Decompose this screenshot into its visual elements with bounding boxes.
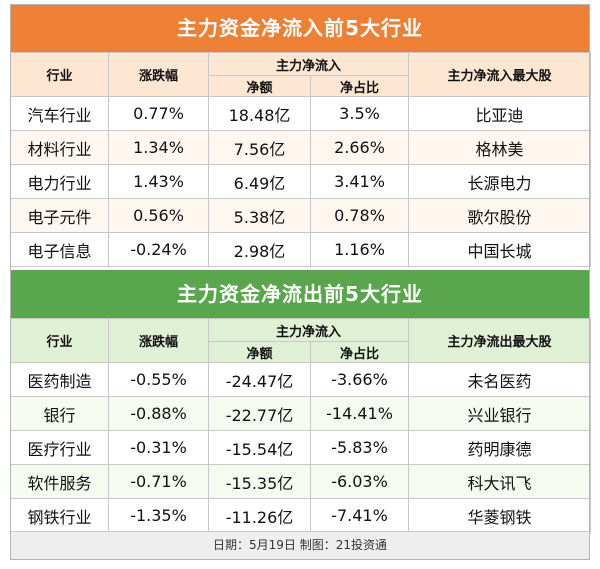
change-cell: -1.35%: [108, 498, 209, 533]
header-net-amount: 净额: [208, 75, 311, 97]
net-amount-cell: -24.47亿: [208, 362, 311, 397]
change-cell: 1.34%: [108, 130, 209, 165]
top-stock-cell: 科大讯飞: [408, 464, 592, 499]
header-top-stock: 主力净流出最大股: [408, 318, 592, 363]
change-cell: -0.31%: [108, 430, 209, 465]
net-amount-cell: 6.49亿: [208, 164, 311, 199]
header-main-net: 主力净流入: [207, 318, 410, 342]
net-ratio-cell: -5.83%: [309, 430, 410, 465]
top-stock-cell: 兴业银行: [408, 396, 592, 431]
net-amount-cell: -15.35亿: [208, 464, 311, 499]
change-cell: -0.88%: [108, 396, 209, 431]
net-amount-cell: -22.77亿: [208, 396, 311, 431]
table-row: 汽车行业 0.77% 18.48亿 3.5% 比亚迪: [10, 96, 592, 131]
net-ratio-cell: 3.41%: [309, 164, 410, 199]
net-ratio-cell: -3.66%: [309, 362, 410, 397]
change-cell: 1.43%: [108, 164, 209, 199]
industry-cell: 钢铁行业: [10, 498, 109, 533]
table-row: 电子信息 -0.24% 2.98亿 1.16% 中国长城: [10, 232, 592, 267]
table-row: 医药制造 -0.55% -24.47亿 -3.66% 未名医药: [10, 362, 592, 397]
net-ratio-cell: -6.03%: [309, 464, 410, 499]
table-row: 银行 -0.88% -22.77亿 -14.41% 兴业银行: [10, 396, 592, 431]
outflow-subheader-row: 净额 净占比: [11, 341, 591, 363]
change-cell: -0.24%: [108, 232, 209, 267]
net-amount-cell: -15.54亿: [208, 430, 311, 465]
header-net-ratio: 净占比: [309, 341, 410, 363]
top-stock-cell: 中国长城: [408, 232, 592, 267]
table-row: 材料行业 1.34% 7.56亿 2.66% 格林美: [10, 130, 592, 165]
table-row: 医疗行业 -0.31% -15.54亿 -5.83% 药明康德: [10, 430, 592, 465]
table-row: 电力行业 1.43% 6.49亿 3.41% 长源电力: [10, 164, 592, 199]
net-ratio-cell: -14.41%: [309, 396, 410, 431]
table-row: 钢铁行业 -1.35% -11.26亿 -7.41% 华菱钢铁: [10, 498, 592, 533]
top-stock-cell: 药明康德: [408, 430, 592, 465]
top-stock-cell: 格林美: [408, 130, 592, 165]
industry-cell: 电力行业: [10, 164, 109, 199]
top-stock-cell: 未名医药: [408, 362, 592, 397]
industry-cell: 银行: [10, 396, 109, 431]
header-change: 涨跌幅: [108, 318, 209, 363]
inflow-header-row: 行业 涨跌幅 主力净流入 主力净流入最大股: [10, 52, 592, 97]
header-industry: 行业: [10, 318, 109, 363]
net-ratio-cell: -7.41%: [309, 498, 410, 533]
header-industry: 行业: [10, 52, 109, 97]
header-net-ratio: 净占比: [309, 75, 410, 97]
net-ratio-cell: 1.16%: [309, 232, 410, 267]
header-top-stock: 主力净流入最大股: [408, 52, 592, 97]
outflow-header-row: 行业 涨跌幅 主力净流入 主力净流出最大股: [10, 318, 592, 363]
net-amount-cell: 7.56亿: [208, 130, 311, 165]
inflow-section: 主力资金净流入前5大行业 行业 涨跌幅 主力净流入 主力净流入最大股 净额 净占…: [10, 4, 592, 267]
net-amount-cell: 5.38亿: [208, 198, 311, 233]
net-ratio-cell: 3.5%: [309, 96, 410, 131]
net-amount-cell: -11.26亿: [208, 498, 311, 533]
net-ratio-cell: 2.66%: [309, 130, 410, 165]
industry-cell: 汽车行业: [10, 96, 109, 131]
footer-caption: 日期：5月19日 制图：21投资通: [10, 531, 590, 560]
change-cell: -0.55%: [108, 362, 209, 397]
industry-cell: 电子元件: [10, 198, 109, 233]
industry-cell: 材料行业: [10, 130, 109, 165]
net-amount-cell: 18.48亿: [208, 96, 311, 131]
header-main-net: 主力净流入: [207, 52, 410, 76]
industry-cell: 医药制造: [10, 362, 109, 397]
outflow-section: 主力资金净流出前5大行业 行业 涨跌幅 主力净流入 主力净流出最大股 净额 净占…: [10, 270, 592, 533]
net-ratio-cell: 0.78%: [309, 198, 410, 233]
table-row: 软件服务 -0.71% -15.35亿 -6.03% 科大讯飞: [10, 464, 592, 499]
inflow-table: 行业 涨跌幅 主力净流入 主力净流入最大股 净额 净占比 汽车行业 0.77% …: [10, 52, 592, 267]
top-stock-cell: 比亚迪: [408, 96, 592, 131]
change-cell: -0.71%: [108, 464, 209, 499]
change-cell: 0.56%: [108, 198, 209, 233]
net-amount-cell: 2.98亿: [208, 232, 311, 267]
top-stock-cell: 华菱钢铁: [408, 498, 592, 533]
top-stock-cell: 歌尔股份: [408, 198, 592, 233]
top-stock-cell: 长源电力: [408, 164, 592, 199]
inflow-title: 主力资金净流入前5大行业: [10, 4, 590, 52]
industry-cell: 软件服务: [10, 464, 109, 499]
industry-cell: 医疗行业: [10, 430, 109, 465]
inflow-subheader-row: 净额 净占比: [11, 75, 591, 97]
outflow-title: 主力资金净流出前5大行业: [10, 270, 590, 318]
outflow-table: 行业 涨跌幅 主力净流入 主力净流出最大股 净额 净占比 医药制造 -0.55%…: [10, 318, 592, 533]
change-cell: 0.77%: [108, 96, 209, 131]
table-row: 电子元件 0.56% 5.38亿 0.78% 歌尔股份: [10, 198, 592, 233]
industry-cell: 电子信息: [10, 232, 109, 267]
header-net-amount: 净额: [208, 341, 311, 363]
header-change: 涨跌幅: [108, 52, 209, 97]
